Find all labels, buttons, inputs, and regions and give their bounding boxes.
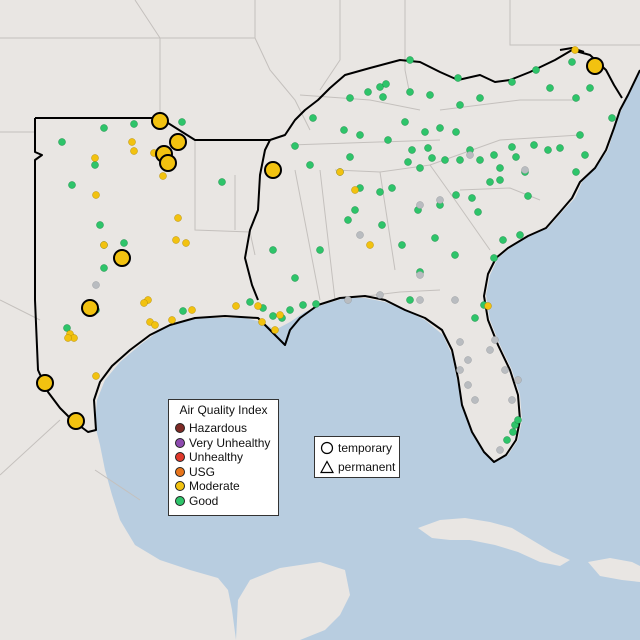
hazardous-swatch bbox=[175, 423, 185, 434]
legend-label: Unhealthy bbox=[189, 450, 244, 465]
legend-label: USG bbox=[189, 464, 216, 479]
unhealthy-swatch bbox=[175, 452, 185, 463]
legend-row-moderate: Moderate bbox=[169, 479, 278, 494]
land-hispaniola bbox=[588, 558, 640, 582]
legend-label: permanent bbox=[338, 459, 396, 474]
legend-row-usg: USG bbox=[169, 465, 278, 480]
moderate-swatch bbox=[175, 481, 185, 492]
legend-row-unhealthy: Unhealthy bbox=[169, 450, 278, 465]
legend-row-hazardous: Hazardous bbox=[169, 421, 278, 436]
legend-row-temporary: temporary bbox=[315, 439, 399, 456]
legend-label: Moderate bbox=[189, 479, 240, 494]
legend-label: Good bbox=[189, 493, 219, 508]
good-swatch bbox=[175, 495, 185, 506]
aqi-legend: Air Quality Index Hazardous Very Unhealt… bbox=[168, 399, 279, 516]
good-stations bbox=[58, 56, 616, 444]
legend-label: temporary bbox=[338, 440, 393, 455]
state-borders bbox=[0, 0, 640, 501]
legend-label: Hazardous bbox=[189, 421, 248, 436]
triangle-icon bbox=[320, 459, 334, 473]
station-type-legend: temporary permanent bbox=[314, 436, 400, 478]
usg-swatch bbox=[175, 466, 185, 477]
circle-icon bbox=[320, 441, 334, 454]
land-yucatan bbox=[236, 562, 350, 640]
legend-row-good: Good bbox=[169, 494, 278, 509]
legend-row-permanent: permanent bbox=[315, 458, 399, 475]
unknown-stations bbox=[92, 151, 529, 454]
legend-row-very-unhealthy: Very Unhealthy bbox=[169, 436, 278, 451]
moderate-stations bbox=[64, 46, 579, 380]
legend-label: Very Unhealthy bbox=[189, 435, 271, 450]
aqi-legend-title: Air Quality Index bbox=[179, 403, 268, 417]
very-unhealthy-swatch bbox=[175, 437, 185, 448]
large-moderate-stations bbox=[36, 57, 604, 430]
land-cuba bbox=[418, 518, 570, 566]
